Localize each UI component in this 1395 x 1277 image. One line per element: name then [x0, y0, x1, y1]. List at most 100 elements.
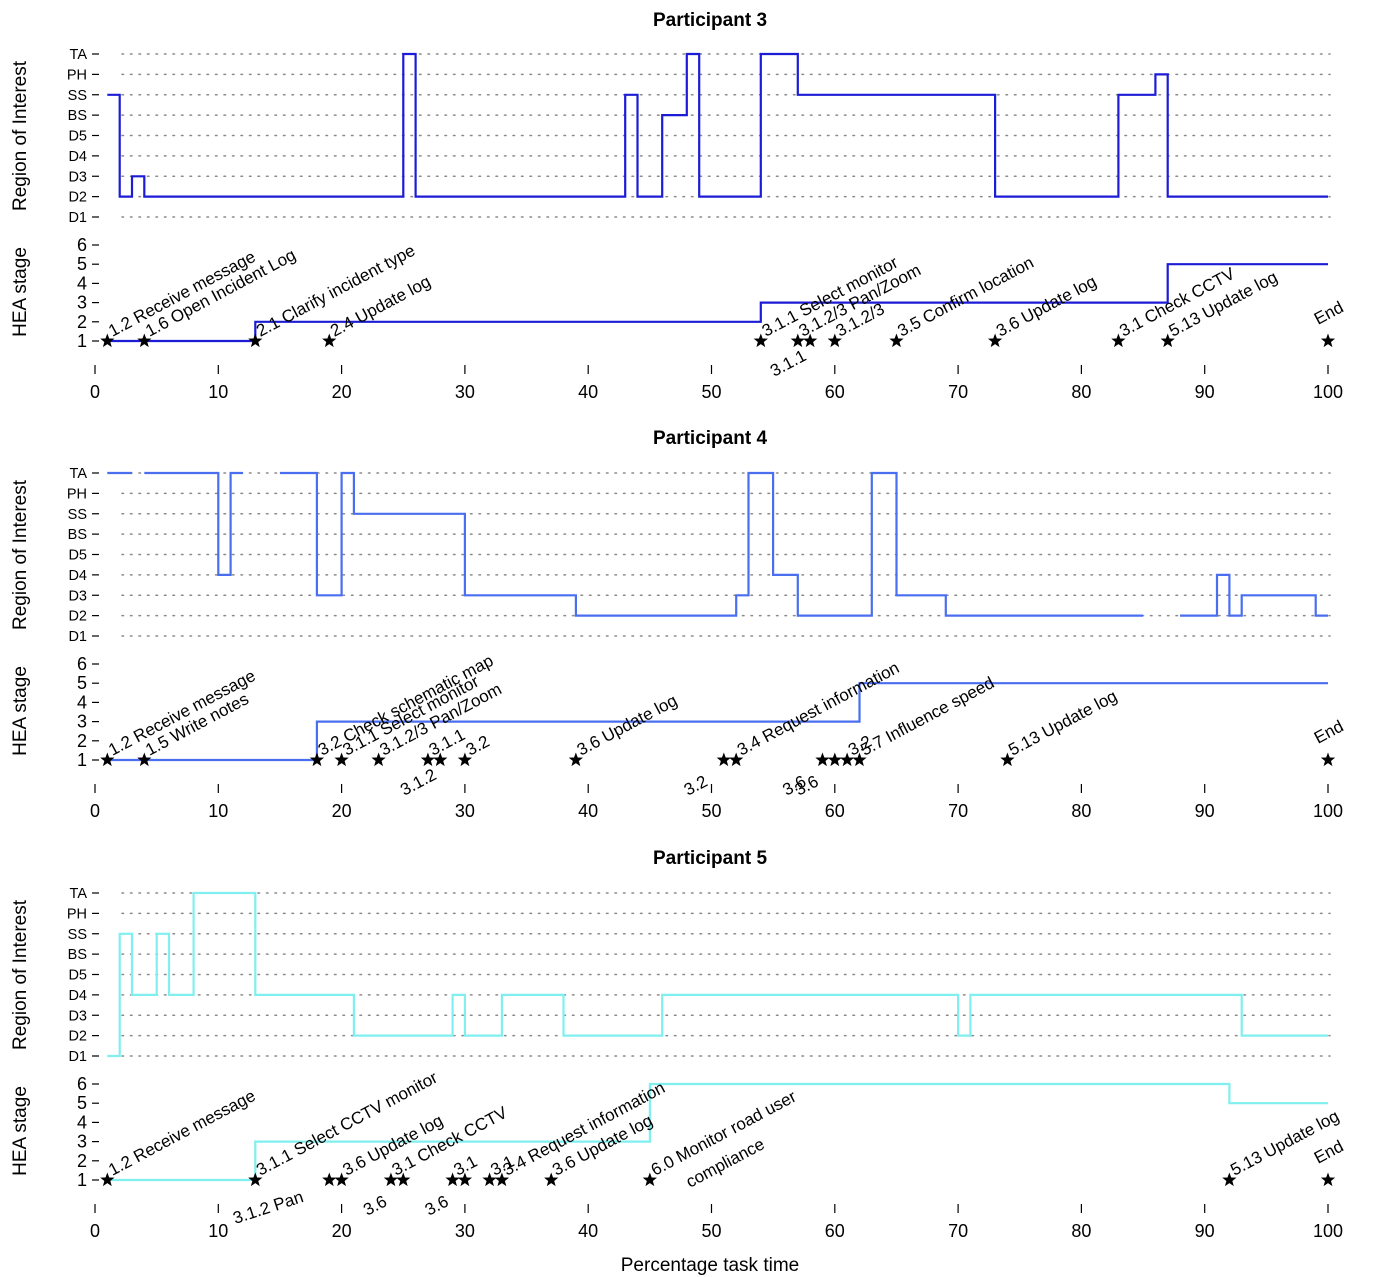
roi-series-line	[1180, 573, 1328, 617]
event-star	[1320, 752, 1336, 767]
roi-tick-label: D3	[68, 1008, 87, 1024]
event-label: 3.2	[681, 772, 711, 800]
event-star	[790, 333, 805, 348]
event-star	[248, 1172, 263, 1187]
event-star	[371, 752, 386, 767]
hea-tick-label: 2	[77, 1151, 87, 1171]
event-star	[1111, 333, 1126, 348]
event-star	[322, 333, 337, 348]
x-tick-label: 90	[1195, 801, 1215, 821]
x-tick-label: 80	[1071, 382, 1091, 402]
hea-tick-label: 3	[77, 1132, 87, 1152]
roi-tick-label: D4	[68, 568, 87, 584]
event-star	[716, 752, 731, 767]
event-star	[642, 1172, 657, 1187]
event-star	[815, 752, 830, 767]
hea-series-line	[107, 682, 1328, 762]
x-tick-label: 100	[1313, 1221, 1343, 1241]
hea-tick-label: 5	[77, 1093, 87, 1113]
x-tick-label: 30	[455, 1221, 475, 1241]
roi-tick-label: D1	[68, 629, 87, 645]
roi-tick-label: D2	[68, 609, 87, 625]
x-tick-label: 0	[90, 1221, 100, 1241]
roi-tick-label: TA	[70, 466, 88, 482]
hea-tick-label: 4	[77, 273, 87, 293]
x-tick-label: 10	[208, 801, 228, 821]
x-tick-label: 70	[948, 382, 968, 402]
event-star	[457, 752, 473, 767]
event-star	[334, 752, 349, 767]
roi-tick-label: SS	[68, 507, 87, 523]
roi-tick-label: D1	[68, 1049, 87, 1065]
event-star	[827, 333, 842, 348]
event-star	[322, 1172, 337, 1187]
event-star	[309, 752, 325, 767]
hea-tick-label: 2	[77, 312, 87, 332]
event-label: 1.2 Receive message	[105, 1086, 258, 1180]
x-tick-label: 60	[825, 801, 845, 821]
x-tick-label: 70	[948, 801, 968, 821]
event-star	[248, 333, 263, 348]
x-tick-label: 10	[208, 382, 228, 402]
event-star	[1320, 333, 1336, 348]
event-label: 3.6	[422, 1192, 452, 1220]
roi-tick-label: SS	[68, 88, 87, 104]
x-tick-label: 90	[1195, 382, 1215, 402]
x-tick-label: 0	[90, 382, 100, 402]
roi-tick-label: TA	[70, 47, 88, 63]
panel-title: Participant 3	[653, 10, 767, 31]
roi-tick-label: D3	[68, 169, 87, 185]
roi-tick-label: PH	[67, 906, 87, 922]
event-star	[396, 1172, 411, 1187]
x-tick-label: 10	[208, 1221, 228, 1241]
x-tick-label: 100	[1313, 382, 1343, 402]
x-tick-label: 60	[825, 382, 845, 402]
roi-tick-label: D5	[68, 129, 87, 145]
event-star	[482, 1172, 497, 1187]
participant-3-panel: Participant 3 Region of Interest HEA sta…	[10, 10, 1347, 402]
hea-axis-label: HEA stage	[10, 247, 31, 337]
event-star	[729, 752, 744, 767]
event-star	[457, 1172, 473, 1187]
x-tick-label: 80	[1071, 1221, 1091, 1241]
roi-tick-label: TA	[70, 886, 88, 902]
roi-tick-label: BS	[68, 527, 87, 543]
roi-series-line	[107, 52, 1328, 198]
event-star	[889, 333, 904, 348]
roi-tick-label: D4	[68, 149, 87, 165]
hea-tick-label: 1	[77, 1170, 87, 1190]
event-star	[334, 1172, 349, 1187]
roi-tick-label: BS	[68, 947, 87, 963]
roi-tick-label: D4	[68, 988, 87, 1004]
hea-tick-label: 5	[77, 254, 87, 274]
x-tick-label: 80	[1071, 801, 1091, 821]
event-label: End	[1311, 717, 1347, 748]
event-star	[137, 333, 152, 348]
event-star	[383, 1172, 399, 1187]
hea-axis-label: HEA stage	[10, 1086, 31, 1176]
hea-tick-label: 6	[77, 235, 87, 255]
x-tick-label: 30	[455, 382, 475, 402]
event-star	[852, 752, 867, 767]
hea-tick-label: 3	[77, 293, 87, 313]
roi-axis-label: Region of Interest	[10, 899, 31, 1050]
event-star	[987, 333, 1003, 348]
event-label: 3.6	[360, 1192, 390, 1220]
panel-title: Participant 5	[653, 848, 767, 869]
panel-title: Participant 4	[653, 428, 767, 449]
roi-tick-label: D2	[68, 1029, 87, 1045]
participant-5-panel: Participant 5 Region of Interest HEA sta…	[10, 848, 1347, 1241]
roi-tick-label: D5	[68, 968, 87, 984]
x-tick-label: 100	[1313, 801, 1343, 821]
event-star	[803, 333, 818, 348]
hea-tick-label: 6	[77, 1074, 87, 1094]
roi-tick-label: BS	[68, 108, 87, 124]
event-star	[1222, 1172, 1237, 1187]
event-star	[100, 752, 115, 767]
roi-tick-label: PH	[67, 67, 87, 83]
x-tick-label: 20	[332, 801, 352, 821]
event-label: 3.6 Update log	[574, 691, 681, 760]
x-tick-label: 30	[455, 801, 475, 821]
x-tick-label: 20	[332, 1221, 352, 1241]
